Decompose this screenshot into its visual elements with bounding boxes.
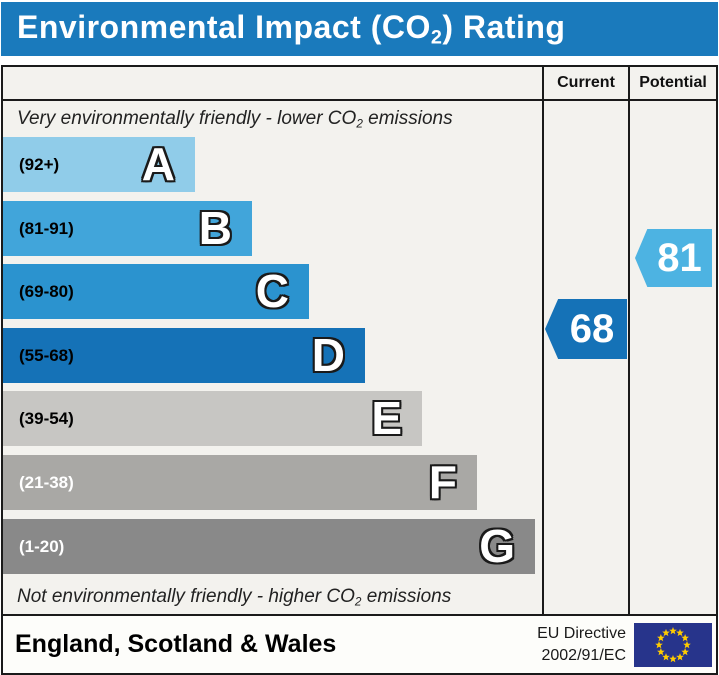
band-g: (1-20) G — [3, 519, 535, 574]
band-letter: B — [198, 202, 232, 254]
eu-flag-icon — [634, 622, 712, 667]
band-range-label: (1-20) — [19, 536, 65, 556]
band-letter: D — [311, 329, 345, 381]
header-spacer-cell — [3, 67, 544, 101]
potential-rating-value: 81 — [657, 235, 702, 280]
region-label: England, Scotland & Wales — [15, 630, 337, 658]
page-title: Environmental Impact (CO2) Rating — [1, 2, 718, 56]
band-b: (81-91) B — [3, 201, 252, 256]
bottom-note: Not environmentally friendly - higher CO… — [17, 585, 452, 608]
band-range-label: (55-68) — [19, 345, 74, 365]
title-subscript: 2 — [430, 26, 443, 49]
title-text: Environmental Impact (CO2) Rating — [17, 8, 566, 49]
current-column-header: Current — [544, 67, 630, 101]
band-range-label: (39-54) — [19, 408, 74, 428]
band-range-label: (81-91) — [19, 218, 74, 238]
potential-rating-marker: 81 — [635, 229, 712, 287]
band-letter: A — [141, 138, 175, 190]
band-e: (39-54) E — [3, 391, 422, 446]
band-f: (21-38) F — [3, 455, 477, 510]
current-rating-value: 68 — [569, 306, 615, 351]
potential-rating-column: 81 — [630, 101, 716, 614]
band-range-label: (69-80) — [19, 281, 74, 301]
current-rating-marker: 68 — [545, 299, 627, 359]
band-d: (55-68) D — [3, 328, 365, 383]
band-letter: C — [255, 265, 289, 317]
potential-column-header: Potential — [630, 67, 716, 101]
band-letter: E — [371, 392, 402, 444]
eu-directive-label: EU Directive 2002/91/EC — [537, 624, 626, 664]
band-letter: F — [428, 456, 457, 508]
rating-table: Current Potential Very environmentally f… — [1, 65, 718, 616]
band-a: (92+) A — [3, 137, 195, 192]
footer-bar: England, Scotland & Wales EU Directive 2… — [1, 614, 718, 675]
rating-bands-area: Very environmentally friendly - lower CO… — [3, 101, 544, 614]
top-note: Very environmentally friendly - lower CO… — [17, 108, 453, 131]
band-letter: G — [479, 520, 515, 572]
band-c: (69-80) C — [3, 264, 309, 319]
band-list: (92+) A (81-91) B (69-80) C (55-68) D (39-54) E (2… — [3, 101, 542, 614]
current-rating-column: 68 — [544, 101, 630, 614]
band-range-label: (92+) — [19, 154, 60, 174]
band-range-label: (21-38) — [19, 472, 74, 492]
